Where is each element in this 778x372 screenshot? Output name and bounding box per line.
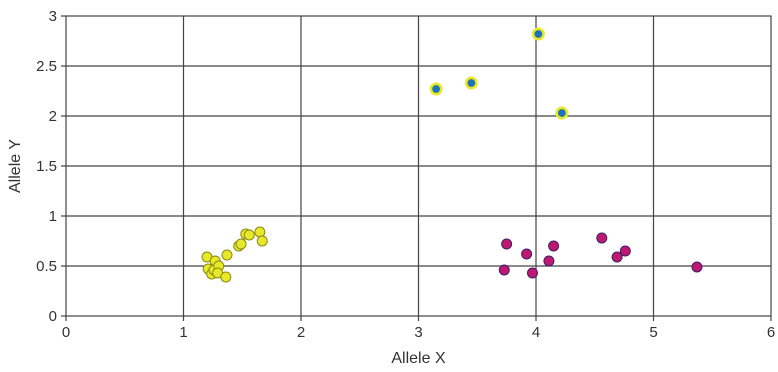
data-point (526, 267, 538, 279)
data-point (531, 27, 545, 41)
data-point (501, 238, 513, 250)
data-point (464, 76, 478, 90)
x-tick-label: 2 (297, 324, 305, 341)
x-tick-label: 1 (179, 324, 187, 341)
y-tick-label: 3 (49, 8, 57, 25)
tick-layer: 0 1 2 3 4 5 6 0 0.5 1 1.5 2 2.5 3 (36, 8, 775, 341)
y-tick-label: 1 (49, 208, 57, 225)
x-tick-label: 6 (767, 324, 775, 341)
y-tick-label: 2.5 (36, 58, 57, 75)
data-point (221, 249, 233, 261)
data-point (611, 251, 623, 263)
data-point (548, 240, 560, 252)
data-point (243, 229, 255, 241)
data-point (596, 232, 608, 244)
data-point (521, 248, 533, 260)
x-tick-label: 4 (532, 324, 540, 341)
data-point (498, 264, 510, 276)
data-point (254, 226, 266, 238)
y-axis-title: Allele Y (7, 139, 24, 193)
data-point (619, 245, 631, 257)
y-tick-label: 0 (49, 308, 57, 325)
grid-layer (61, 15, 772, 321)
x-tick-label: 3 (414, 324, 422, 341)
data-point (220, 271, 232, 283)
data-point (691, 261, 703, 273)
data-point (429, 82, 443, 96)
y-tick-label: 1.5 (36, 158, 57, 175)
data-point (555, 106, 569, 120)
plot-frame (65, 15, 772, 317)
y-tick-label: 2 (49, 108, 57, 125)
data-point (256, 235, 268, 247)
x-tick-label: 0 (62, 324, 70, 341)
point-layer (201, 27, 703, 283)
data-point (235, 238, 247, 250)
y-tick-label: 0.5 (36, 258, 57, 275)
x-axis-title: Allele X (391, 350, 446, 367)
data-point (543, 255, 555, 267)
x-tick-label: 5 (649, 324, 657, 341)
